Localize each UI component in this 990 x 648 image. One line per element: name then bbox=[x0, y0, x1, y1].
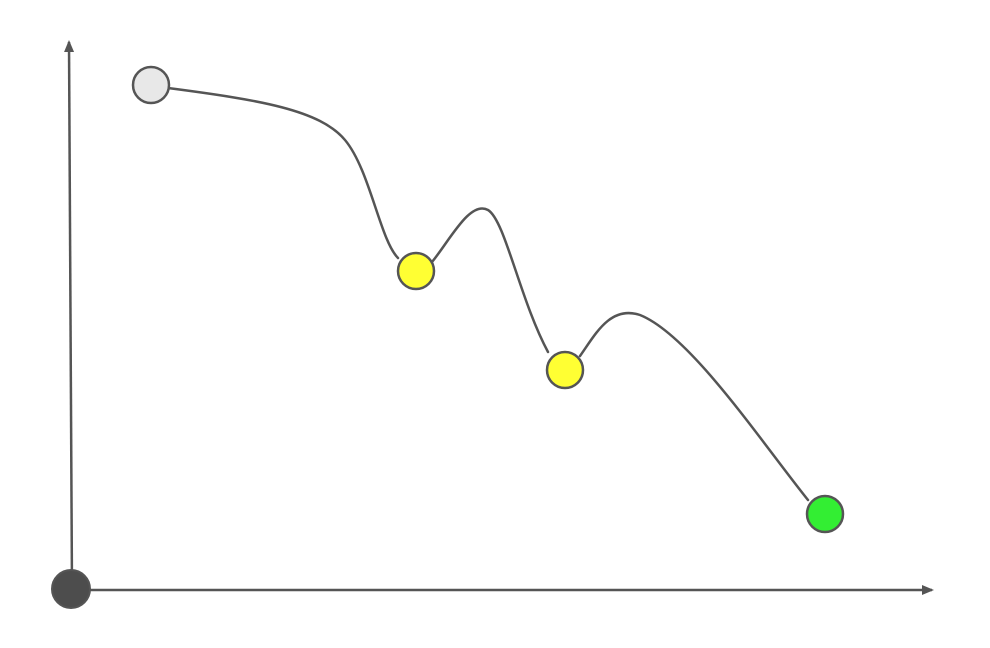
local-minimum-node-1 bbox=[396, 251, 436, 291]
local-minimum-node-2 bbox=[545, 350, 585, 390]
origin-node bbox=[51, 569, 91, 609]
loss-curve bbox=[166, 86, 810, 502]
global-minimum-node bbox=[805, 494, 845, 534]
start-node bbox=[131, 65, 171, 105]
y-axis bbox=[64, 40, 75, 591]
